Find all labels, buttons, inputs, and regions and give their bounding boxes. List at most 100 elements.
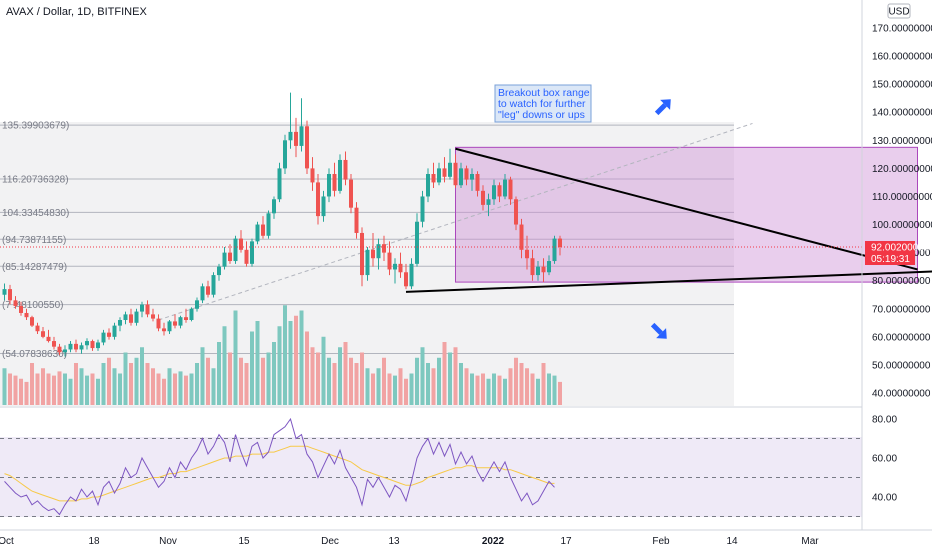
candle-body (415, 221, 419, 264)
candle-body (266, 213, 271, 236)
volume-bar (409, 373, 414, 405)
rsi-band-background (0, 437, 862, 517)
candle-body (453, 162, 458, 186)
candle-body (200, 286, 205, 301)
candle-body (404, 272, 408, 287)
candle-body (79, 345, 84, 350)
price-pane[interactable]: 135.39903679) 116.20736328) 104.33454830) (… (0, 84, 932, 406)
price-axis-label: 170.00000000 (872, 24, 932, 35)
volume-bar (140, 347, 144, 405)
candle-body (239, 238, 243, 250)
candle-body (13, 300, 18, 306)
volume-bar (387, 373, 392, 405)
candle-body (173, 321, 177, 326)
volume-bar (195, 363, 199, 405)
candle-body (123, 314, 128, 320)
candle-body (470, 174, 474, 180)
volume-bar (426, 363, 430, 405)
arrow-down-right-icon[interactable] (648, 320, 672, 344)
volume-bar (85, 375, 89, 405)
candle-body (41, 331, 45, 337)
volume-bar (437, 357, 441, 405)
candle-body (277, 168, 282, 200)
candle-body (68, 343, 73, 350)
volume-bar (365, 368, 370, 405)
fib-level-label: 104.33454830) (2, 208, 69, 219)
candle-body (437, 168, 441, 183)
volume-bar (508, 368, 513, 405)
fib-level-label: 135.39903679) (2, 121, 69, 132)
candle-body (376, 244, 381, 259)
candlesticks (2, 92, 562, 357)
candle-body (228, 252, 232, 262)
volume-bar (79, 368, 84, 405)
volume-bar (2, 368, 7, 405)
candle-body (162, 328, 166, 332)
rsi-axis-label: 80.00 (872, 415, 897, 426)
candle-body (2, 289, 7, 295)
volume-bar (35, 373, 40, 405)
time-axis-label: Nov (159, 536, 177, 547)
volume-bar (459, 363, 463, 405)
volume-bar (250, 331, 254, 405)
trendlines[interactable] (158, 122, 932, 321)
candle-body (85, 341, 89, 346)
fib-retracement[interactable]: 135.39903679) 116.20736328) 104.33454830) (… (0, 121, 734, 360)
volume-bar (101, 363, 106, 405)
volume-bar (470, 373, 474, 405)
volume-bar (448, 352, 452, 405)
candle-body (178, 317, 183, 326)
time-axis[interactable]: Oct 18 Nov 15 Dec 13 2022 17 Feb 14 Mar (0, 536, 819, 547)
candle-body (8, 289, 12, 301)
volume-bar (288, 321, 293, 405)
candle-body (46, 336, 51, 342)
volume-bar (255, 321, 260, 405)
price-axis-label: 70.00000000 (872, 304, 931, 315)
volume-bar (497, 375, 502, 405)
candle-body (217, 266, 221, 276)
fib-level-label: (85.14287479) (2, 262, 67, 273)
candle-body (233, 238, 238, 262)
candle-body (547, 261, 551, 273)
candle-body (129, 314, 133, 323)
time-axis-label: 13 (388, 536, 400, 547)
price-marker-value: 92.00200000 (871, 242, 930, 253)
candle-body (448, 162, 452, 177)
candle-body (492, 185, 496, 200)
volume-bar (41, 368, 45, 405)
volume-bar (376, 368, 381, 405)
volume-bar (123, 352, 128, 405)
currency-button[interactable]: USD (887, 3, 911, 19)
fib-level-label: 116.20736328) (2, 175, 69, 186)
volume-bar (492, 373, 496, 405)
volume-bar (30, 363, 34, 405)
candle-body (382, 244, 386, 253)
lower-trendline (405, 270, 932, 293)
annotation-callout[interactable]: Breakout box range to watch for further … (494, 84, 592, 123)
candle-body (195, 300, 199, 309)
candle-body (310, 168, 315, 183)
volume-bar (266, 352, 271, 405)
arrow-up-right-icon[interactable] (652, 94, 676, 118)
price-axis-label: 60.00000000 (872, 332, 931, 343)
volume-bar (112, 368, 117, 405)
time-axis-label: 18 (88, 536, 100, 547)
volume-bar (217, 342, 221, 405)
volume-bar (299, 310, 304, 405)
candle-body (30, 317, 34, 326)
volume-bar (420, 347, 425, 405)
rsi-axis[interactable]: 80.00 60.00 40.00 (872, 415, 897, 504)
volume-bar (343, 342, 348, 405)
candle-body (167, 321, 172, 332)
candle-body (294, 131, 298, 146)
upper-trendline (455, 147, 918, 271)
price-axis-label: 80.00000000 (872, 276, 931, 287)
volume-bar (233, 310, 238, 405)
candle-body (338, 159, 342, 191)
candle-body (316, 182, 320, 217)
candle-body (508, 179, 513, 200)
rsi-pane[interactable] (0, 417, 862, 517)
rsi-axis-label: 40.00 (872, 493, 897, 504)
candle-body (107, 332, 111, 337)
